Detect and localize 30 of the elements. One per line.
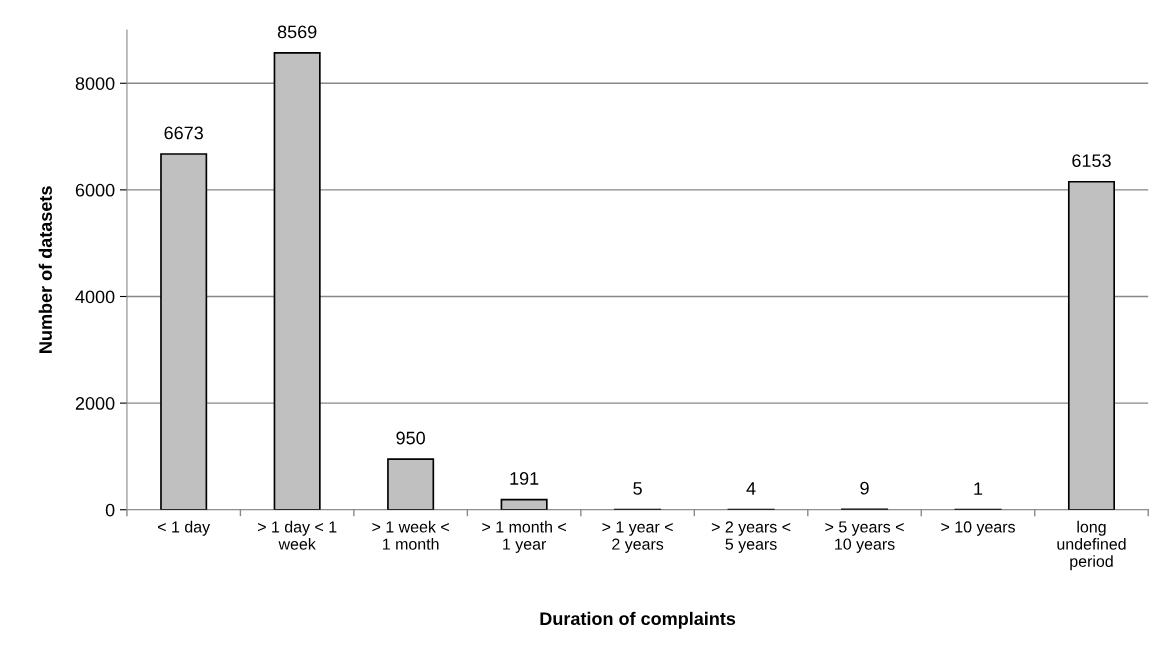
data-label: 6673 xyxy=(164,126,203,140)
data-label: 4 xyxy=(746,482,756,495)
y-tick-label: 0 xyxy=(105,503,115,517)
bar xyxy=(160,153,208,510)
data-label: 8569 xyxy=(277,25,317,39)
y-tick-label: 4000 xyxy=(75,290,115,304)
x-tick-label: < 1 day xyxy=(158,520,211,536)
x-tick-label: > 1 year < 2 years xyxy=(602,521,673,553)
data-label: 950 xyxy=(396,431,425,445)
x-tick-label: > 10 years xyxy=(941,521,1015,536)
y-tick-label: 2000 xyxy=(75,397,115,410)
data-label: 6153 xyxy=(1072,154,1111,168)
x-tick-label: > 1 month < 1 year xyxy=(482,520,566,553)
data-label: 5 xyxy=(633,482,642,495)
data-label: 191 xyxy=(510,472,539,485)
y-tick-label: 8000 xyxy=(75,77,115,90)
y-axis-title: Number of datasets xyxy=(38,186,52,353)
data-label: 9 xyxy=(860,481,869,495)
data-label: 1 xyxy=(974,482,983,495)
bar xyxy=(1067,180,1116,510)
bar xyxy=(500,498,548,510)
y-tick-label: 6000 xyxy=(75,183,115,197)
x-axis-title: Duration of complaints xyxy=(540,611,736,629)
bar xyxy=(273,52,321,510)
x-tick-label: > 1 day < 1 week xyxy=(257,520,337,550)
bar xyxy=(387,458,435,510)
x-tick-label: long undefined period xyxy=(1057,520,1126,571)
x-tick-label: > 5 years < 10 years xyxy=(825,521,904,553)
x-tick-label: > 1 week < 1 month xyxy=(372,520,449,550)
x-tick-label: > 2 years < 5 years xyxy=(711,521,791,553)
